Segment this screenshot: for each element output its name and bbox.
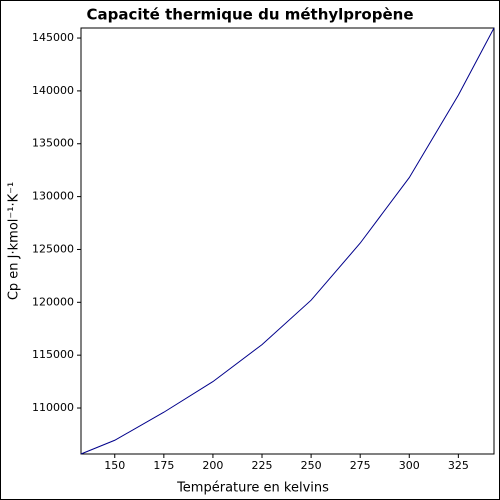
x-tick-label: 150 xyxy=(104,459,125,472)
y-tick-label: 110000 xyxy=(32,401,74,414)
x-tick-label: 275 xyxy=(350,459,371,472)
y-tick-label: 145000 xyxy=(32,31,74,44)
x-tick-label: 250 xyxy=(301,459,322,472)
x-tick-label: 325 xyxy=(448,459,469,472)
x-tick-label: 175 xyxy=(153,459,174,472)
y-tick-label: 140000 xyxy=(32,84,74,97)
y-tick-label: 125000 xyxy=(32,242,74,255)
plot-area xyxy=(80,27,495,455)
x-axis-label: Température en kelvins xyxy=(176,481,329,496)
y-tick-label: 135000 xyxy=(32,137,74,150)
y-tick-label: 120000 xyxy=(32,295,74,308)
x-tick-label: 300 xyxy=(399,459,420,472)
y-tick-label: 115000 xyxy=(32,348,74,361)
y-tick-label: 130000 xyxy=(32,190,74,203)
x-tick-label: 225 xyxy=(252,459,273,472)
y-axis-label: Cp en J·kmol⁻¹·K⁻¹ xyxy=(7,182,22,300)
chart-title: Capacité thermique du méthylpropène xyxy=(86,6,413,24)
x-tick-label: 200 xyxy=(202,459,223,472)
data-line xyxy=(80,27,495,455)
